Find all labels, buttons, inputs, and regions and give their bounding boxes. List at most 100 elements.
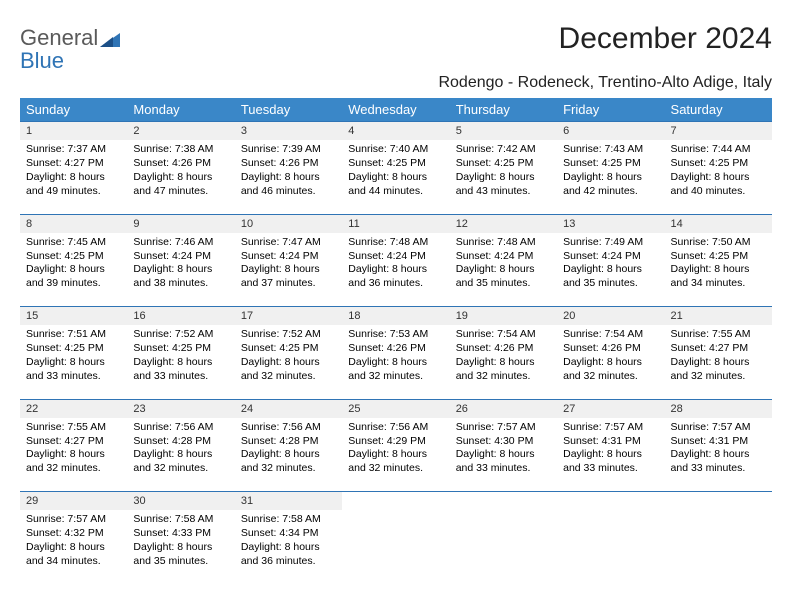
day-text-line: Daylight: 8 hours	[133, 356, 212, 368]
day-number-cell: 1	[20, 122, 127, 141]
day-text-line: Daylight: 8 hours	[563, 356, 642, 368]
day-content-cell: Sunrise: 7:42 AMSunset: 4:25 PMDaylight:…	[450, 140, 557, 214]
day-text-line: Sunset: 4:28 PM	[133, 435, 211, 447]
day-text-line: Sunset: 4:25 PM	[241, 342, 319, 354]
day-text-line: and 36 minutes.	[348, 277, 423, 289]
day-number-cell: 20	[557, 307, 664, 326]
day-content-cell	[557, 510, 664, 584]
day-text-line: and 35 minutes.	[563, 277, 638, 289]
day-text-line: and 32 minutes.	[348, 462, 423, 474]
day-number-cell: 30	[127, 492, 234, 511]
day-text-line: Sunset: 4:31 PM	[563, 435, 641, 447]
day-content-cell: Sunrise: 7:38 AMSunset: 4:26 PMDaylight:…	[127, 140, 234, 214]
day-text-line: and 39 minutes.	[26, 277, 101, 289]
day-text-line: Daylight: 8 hours	[456, 171, 535, 183]
day-content-cell: Sunrise: 7:58 AMSunset: 4:33 PMDaylight:…	[127, 510, 234, 584]
calendar-table: Sunday Monday Tuesday Wednesday Thursday…	[20, 98, 772, 584]
day-number-cell: 29	[20, 492, 127, 511]
day-text-line: Daylight: 8 hours	[26, 541, 105, 553]
page-title: December 2024	[559, 22, 772, 56]
day-text-line: Sunset: 4:27 PM	[671, 342, 749, 354]
day-content-cell: Sunrise: 7:55 AM Sunset: 4:27 PM Daylight:…	[665, 325, 772, 399]
day-text-line: Daylight: 8 hours	[133, 448, 212, 460]
day-text-line: Daylight: 8 hours	[671, 356, 750, 368]
day-text-line: and 37 minutes.	[241, 277, 316, 289]
day-text-line: Daylight: 8 hours	[456, 356, 535, 368]
day-text-line: Daylight: 8 hours	[348, 171, 427, 183]
day-text-line: Sunset: 4:25 PM	[133, 342, 211, 354]
day-text-line: Daylight: 8 hours	[563, 171, 642, 183]
brand-line2: Blue	[20, 48, 64, 73]
day-text-line: and 43 minutes.	[456, 185, 531, 197]
day-number-cell: 28	[665, 399, 772, 418]
day-number-cell: 18	[342, 307, 449, 326]
day-number-cell: 22	[20, 399, 127, 418]
day-content-cell: Sunrise: 7:37 AMSunset: 4:27 PMDaylight:…	[20, 140, 127, 214]
day-content-row: Sunrise: 7:51 AM Sunset: 4:25 PM Daylight:…	[20, 325, 772, 399]
day-content-cell: Sunrise: 7:57 AM Sunset: 4:31 PMDaylight:…	[665, 418, 772, 492]
day-content-cell: Sunrise: 7:56 AM Sunset: 4:28 PMDaylight:…	[127, 418, 234, 492]
weekday-header: Tuesday	[235, 98, 342, 122]
day-text-line: and 34 minutes.	[671, 277, 746, 289]
day-text-line: and 32 minutes.	[456, 370, 531, 382]
day-text-line: Sunset: 4:31 PM	[671, 435, 749, 447]
day-text-line: Sunrise: 7:51 AM	[26, 328, 106, 340]
day-number-cell	[450, 492, 557, 511]
day-text-line: Sunrise: 7:45 AM	[26, 236, 106, 248]
day-text-line: and 44 minutes.	[348, 185, 423, 197]
day-text-line: Daylight: 8 hours	[348, 448, 427, 460]
day-text-line: Daylight: 8 hours	[671, 263, 750, 275]
day-text-line: Daylight: 8 hours	[133, 263, 212, 275]
day-number-cell: 19	[450, 307, 557, 326]
day-text-line: Sunset: 4:26 PM	[348, 342, 426, 354]
day-content-cell	[450, 510, 557, 584]
day-content-row: Sunrise: 7:55 AMSunset: 4:27 PMDaylight:…	[20, 418, 772, 492]
page-subtitle: Rodengo - Rodeneck, Trentino-Alto Adige,…	[20, 74, 772, 92]
weekday-header: Monday	[127, 98, 234, 122]
day-text-line: Sunrise: 7:42 AM	[456, 143, 536, 155]
day-text-line: Sunrise: 7:57 AM	[671, 421, 751, 433]
day-content-cell	[665, 510, 772, 584]
day-content-cell: Sunrise: 7:53 AMSunset: 4:26 PMDaylight:…	[342, 325, 449, 399]
day-text-line: and 49 minutes.	[26, 185, 101, 197]
day-text-line: Sunrise: 7:55 AM	[671, 328, 751, 340]
day-number-cell: 11	[342, 214, 449, 233]
day-text-line: Daylight: 8 hours	[563, 263, 642, 275]
day-text-line: Daylight: 8 hours	[456, 263, 535, 275]
day-text-line: Sunrise: 7:48 AM	[456, 236, 536, 248]
day-text-line: and 34 minutes.	[26, 555, 101, 567]
day-text-line: Daylight: 8 hours	[241, 541, 320, 553]
brand-text: General Blue	[20, 26, 98, 72]
day-content-cell: Sunrise: 7:56 AM Sunset: 4:29 PMDaylight:…	[342, 418, 449, 492]
day-text-line: Sunset: 4:24 PM	[133, 250, 211, 262]
day-text-line: and 33 minutes.	[671, 462, 746, 474]
day-text-line: Daylight: 8 hours	[26, 356, 105, 368]
day-text-line: Sunrise: 7:53 AM	[348, 328, 428, 340]
weekday-header: Thursday	[450, 98, 557, 122]
day-text-line: and 42 minutes.	[563, 185, 638, 197]
day-content-cell: Sunrise: 7:45 AMSunset: 4:25 PMDaylight:…	[20, 233, 127, 307]
day-number-cell: 21	[665, 307, 772, 326]
day-text-line: Daylight: 8 hours	[563, 448, 642, 460]
day-text-line: and 38 minutes.	[133, 277, 208, 289]
day-number-row: 293031	[20, 492, 772, 511]
weekday-header-row: Sunday Monday Tuesday Wednesday Thursday…	[20, 98, 772, 122]
day-text-line: Daylight: 8 hours	[133, 171, 212, 183]
day-text-line: Sunrise: 7:54 AM	[563, 328, 643, 340]
day-content-cell: Sunrise: 7:55 AMSunset: 4:27 PMDaylight:…	[20, 418, 127, 492]
weekday-header: Wednesday	[342, 98, 449, 122]
day-text-line: and 35 minutes.	[133, 555, 208, 567]
day-text-line: Sunrise: 7:56 AM	[348, 421, 428, 433]
day-text-line: Daylight: 8 hours	[671, 448, 750, 460]
day-text-line: and 32 minutes.	[563, 370, 638, 382]
day-text-line: Sunset: 4:29 PM	[348, 435, 426, 447]
day-text-line: and 32 minutes.	[133, 462, 208, 474]
day-text-line: and 32 minutes.	[241, 462, 316, 474]
day-number-cell: 10	[235, 214, 342, 233]
day-text-line: and 33 minutes.	[563, 462, 638, 474]
day-number-row: 1234567	[20, 122, 772, 141]
day-number-cell: 23	[127, 399, 234, 418]
day-text-line: Sunrise: 7:56 AM	[133, 421, 213, 433]
day-text-line: Daylight: 8 hours	[456, 448, 535, 460]
day-content-cell: Sunrise: 7:52 AMSunset: 4:25 PMDaylight:…	[127, 325, 234, 399]
